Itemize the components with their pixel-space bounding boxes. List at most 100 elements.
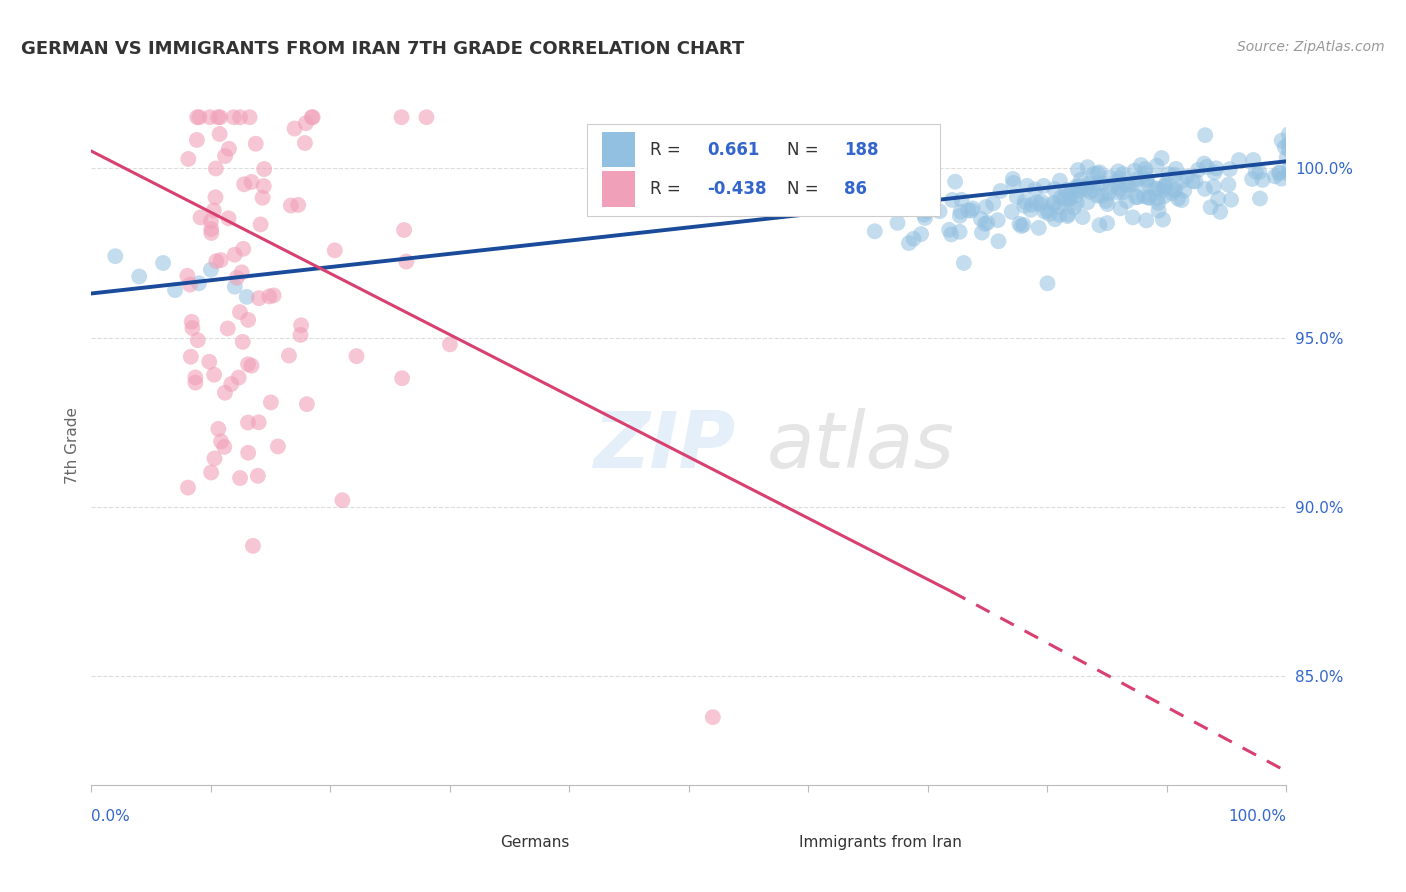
Point <box>1108 181 1130 195</box>
Point <box>1010 219 1032 233</box>
Point <box>928 204 950 219</box>
Point <box>1077 176 1099 190</box>
Point <box>1153 179 1175 194</box>
Point <box>1019 202 1042 217</box>
Point <box>1184 174 1206 188</box>
Text: 100.0%: 100.0% <box>1229 809 1286 823</box>
Point <box>1152 212 1174 227</box>
Point <box>280 198 302 212</box>
Point <box>981 196 1004 211</box>
Point <box>1053 190 1076 204</box>
Point <box>908 183 931 197</box>
Point <box>1147 196 1170 211</box>
Text: ZIP: ZIP <box>593 408 735 484</box>
Point <box>229 305 252 319</box>
Point <box>187 277 211 291</box>
Point <box>1204 165 1226 179</box>
Point <box>1199 200 1222 214</box>
Point <box>1171 174 1194 188</box>
Point <box>200 222 222 236</box>
Point <box>912 208 935 222</box>
Point <box>1107 186 1129 200</box>
Point <box>1219 162 1241 177</box>
Point <box>218 142 240 156</box>
Point <box>1112 167 1135 181</box>
Point <box>1126 171 1149 186</box>
Point <box>960 203 983 218</box>
Point <box>267 439 290 453</box>
Point <box>184 376 207 390</box>
Point <box>1038 207 1060 221</box>
Point <box>1271 134 1294 148</box>
Point <box>1095 216 1118 230</box>
Point <box>235 290 259 304</box>
Point <box>278 349 301 363</box>
Point <box>1249 192 1271 206</box>
Point <box>1067 163 1090 178</box>
Point <box>1107 164 1129 178</box>
Point <box>391 110 413 124</box>
Point <box>1088 218 1111 232</box>
Point <box>1135 173 1157 187</box>
Point <box>1066 196 1088 211</box>
Point <box>209 110 232 124</box>
Point <box>186 133 208 147</box>
Text: Germans: Germans <box>501 835 569 850</box>
Text: N =: N = <box>787 180 824 198</box>
Point <box>1097 197 1119 211</box>
Point <box>190 211 212 225</box>
Point <box>1077 195 1099 210</box>
Point <box>943 175 966 189</box>
Point <box>1156 176 1178 190</box>
Point <box>240 175 263 189</box>
Point <box>918 177 941 191</box>
Text: 0.661: 0.661 <box>707 141 759 159</box>
Point <box>1275 151 1298 165</box>
Point <box>1195 160 1218 174</box>
Point <box>1173 184 1195 198</box>
Point <box>903 232 925 246</box>
Point <box>323 244 346 258</box>
Point <box>886 216 908 230</box>
Point <box>391 371 413 385</box>
Point <box>228 370 250 384</box>
Point <box>224 248 246 262</box>
Point <box>1057 193 1080 207</box>
Point <box>204 451 226 466</box>
Point <box>1001 172 1024 186</box>
Point <box>1181 174 1204 188</box>
Text: -0.438: -0.438 <box>707 180 766 198</box>
Point <box>1049 174 1071 188</box>
Point <box>180 350 202 364</box>
Point <box>236 416 259 430</box>
Point <box>1108 171 1130 186</box>
Point <box>295 397 318 411</box>
Point <box>1115 178 1137 193</box>
Point <box>1202 179 1225 194</box>
Point <box>295 116 318 130</box>
Text: N =: N = <box>787 141 824 159</box>
Point <box>252 191 274 205</box>
Point <box>253 179 276 194</box>
Point <box>1161 186 1184 201</box>
Text: 0.0%: 0.0% <box>91 809 131 823</box>
Point <box>152 256 174 270</box>
Point <box>1021 198 1043 212</box>
Point <box>184 370 207 384</box>
Point <box>1115 194 1137 209</box>
Point <box>219 376 242 391</box>
Point <box>1095 194 1118 208</box>
Point <box>1049 191 1071 205</box>
Point <box>128 269 150 284</box>
Point <box>1083 167 1105 181</box>
Point <box>863 224 886 238</box>
Point <box>301 110 323 124</box>
Point <box>253 161 276 176</box>
Point <box>1133 189 1156 203</box>
Point <box>1098 170 1121 185</box>
Point <box>1047 200 1070 214</box>
Point <box>914 211 936 225</box>
Point <box>1270 171 1292 186</box>
Point <box>283 121 305 136</box>
Point <box>1264 169 1286 184</box>
